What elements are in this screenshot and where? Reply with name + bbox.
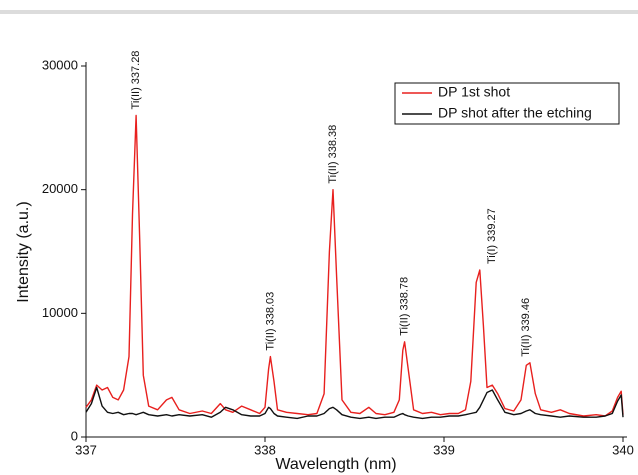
peak-label: Ti(II) 337.28 bbox=[130, 51, 142, 110]
x-tick-label: 338 bbox=[254, 442, 276, 457]
peak-label: Ti(I) 339.27 bbox=[486, 208, 498, 264]
y-tick-label: 20000 bbox=[42, 181, 78, 196]
peak-label: Ti(II) 338.38 bbox=[327, 125, 339, 184]
peak-label: Ti(II) 339.46 bbox=[520, 298, 532, 357]
peak-label: Ti(II) 338.78 bbox=[399, 277, 411, 336]
peak-label: Ti(II) 338.03 bbox=[264, 292, 276, 351]
y-tick-label: 0 bbox=[71, 428, 78, 443]
x-tick-label: 339 bbox=[433, 442, 455, 457]
legend-box bbox=[394, 82, 620, 125]
x-axis-label: Wavelength (nm) bbox=[275, 456, 396, 473]
x-tick-label: 340 bbox=[612, 442, 634, 457]
legend-label: DP 1st shot bbox=[438, 84, 510, 100]
legend-label: DP shot after the etching bbox=[438, 105, 592, 121]
y-tick-label: 30000 bbox=[42, 57, 78, 72]
x-tick-label: 337 bbox=[75, 442, 97, 457]
y-tick-label: 10000 bbox=[42, 305, 78, 320]
y-axis-label: Intensity (a.u.) bbox=[15, 201, 32, 302]
series-line bbox=[85, 386, 624, 420]
top-divider bbox=[0, 10, 638, 14]
series-line bbox=[85, 114, 624, 417]
